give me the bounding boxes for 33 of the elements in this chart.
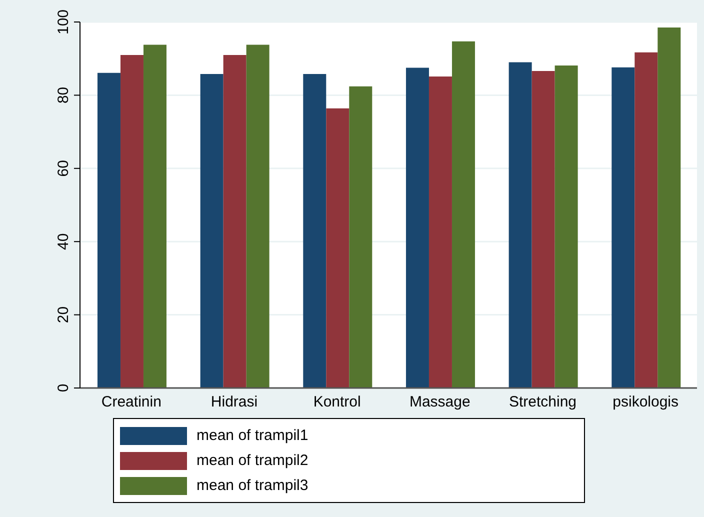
bar (452, 41, 475, 388)
bar (303, 74, 326, 388)
x-tick-label: Massage (409, 394, 470, 411)
bar (120, 54, 144, 388)
bar (326, 108, 350, 388)
y-tick-label: 100 (55, 9, 72, 35)
bar (658, 27, 681, 388)
x-tick-label: Creatinin (101, 394, 162, 411)
y-tick-label: 60 (55, 160, 72, 177)
x-tick-label: Stretching (508, 394, 577, 411)
bar (428, 76, 452, 388)
bar (223, 54, 246, 388)
x-tick-label: Kontrol (313, 394, 361, 411)
bar (634, 52, 658, 388)
legend-label: mean of trampil2 (196, 452, 308, 469)
bar (143, 44, 166, 388)
bar (554, 66, 578, 388)
x-tick-label: Hidrasi (210, 394, 258, 411)
y-tick-label: 40 (55, 233, 72, 250)
x-tick-label: psikologis (612, 394, 679, 411)
bar (532, 71, 555, 388)
y-tick-label: 0 (55, 384, 72, 392)
bar (508, 62, 532, 388)
y-tick-label: 80 (55, 86, 72, 104)
y-tick-label: 20 (55, 306, 72, 324)
bar (200, 74, 224, 388)
bar (246, 44, 270, 388)
legend-label: mean of trampil1 (196, 427, 308, 444)
bar (612, 67, 635, 388)
bar (406, 68, 429, 388)
bar (97, 72, 120, 388)
bar (349, 86, 372, 388)
legend-label: mean of trampil3 (196, 477, 308, 494)
